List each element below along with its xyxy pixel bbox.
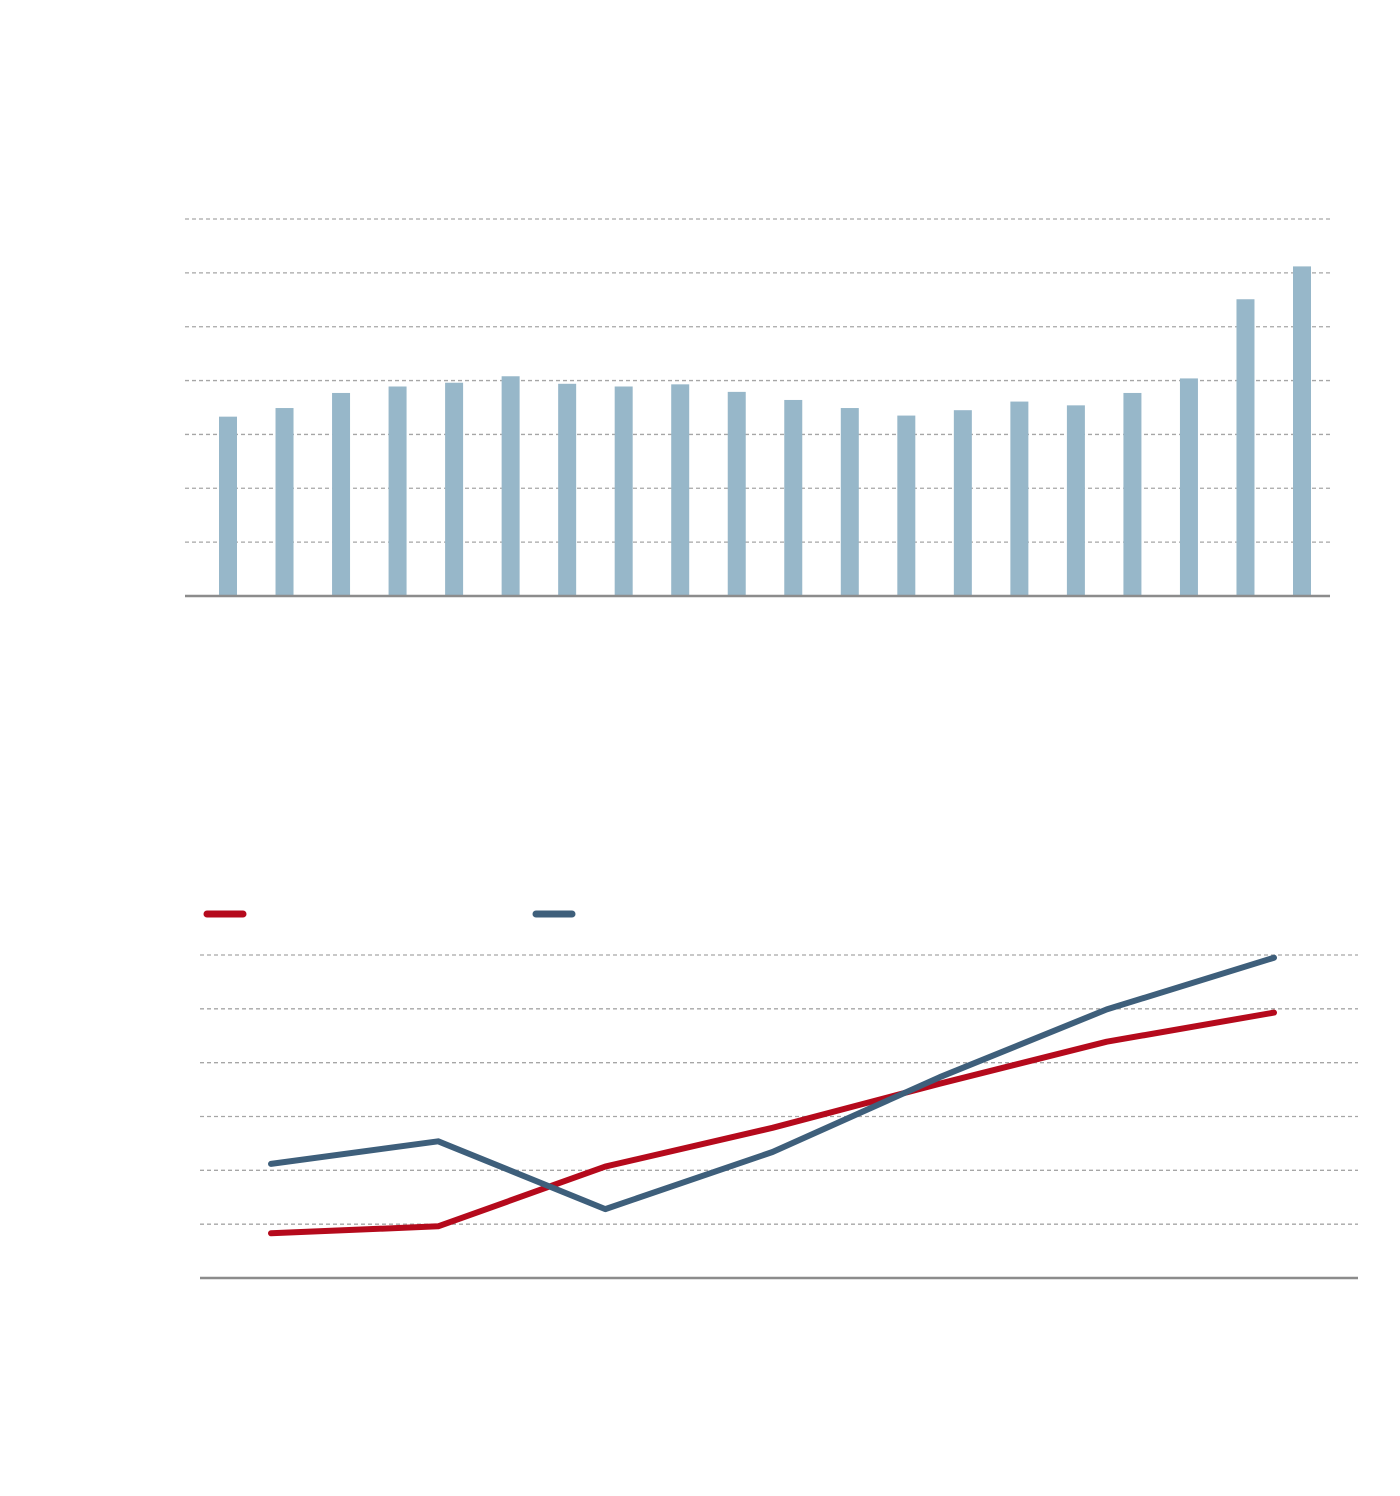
bar-20 xyxy=(1293,266,1311,596)
bar-11 xyxy=(784,399,803,596)
bar-17 xyxy=(1123,392,1142,596)
bar-18 xyxy=(1179,378,1198,596)
bar-6 xyxy=(501,376,520,596)
bar-8 xyxy=(614,386,633,596)
line-chart-gridlines xyxy=(200,954,1358,1225)
bar-chart xyxy=(185,218,1330,598)
bar-2 xyxy=(275,408,294,596)
series-line-2 xyxy=(268,954,1277,1213)
bar-12 xyxy=(840,408,859,596)
line-chart-series xyxy=(268,954,1277,1237)
bar-16 xyxy=(1066,405,1085,596)
bar-chart-gridlines xyxy=(185,218,1330,543)
bar-3 xyxy=(332,392,351,596)
bar-7 xyxy=(558,383,577,596)
line-chart xyxy=(200,910,1358,1280)
bar-14 xyxy=(953,410,972,596)
bar-10 xyxy=(727,391,746,596)
bar-5 xyxy=(445,382,464,596)
bar-1 xyxy=(219,416,237,596)
bar-19 xyxy=(1236,299,1255,596)
bar-13 xyxy=(897,415,916,596)
bar-9 xyxy=(671,384,690,596)
bar-chart-bars xyxy=(219,266,1311,596)
bar-4 xyxy=(388,386,407,596)
series-line-1 xyxy=(268,1009,1277,1237)
bar-15 xyxy=(1010,401,1029,596)
